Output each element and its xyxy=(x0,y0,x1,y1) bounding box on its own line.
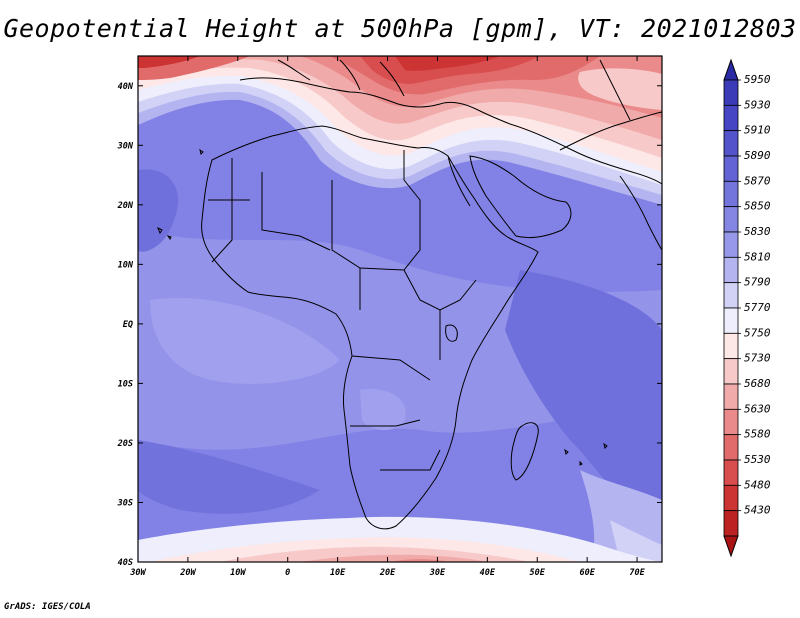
colorbar-swatch xyxy=(723,383,739,410)
colorbar-label: 5580 xyxy=(744,428,771,441)
colorbar-swatch xyxy=(723,282,739,309)
colorbar-label: 5790 xyxy=(744,276,771,289)
colorbar-label: 5810 xyxy=(744,250,771,263)
lon-label: 40E xyxy=(480,568,496,578)
colorbar-swatch xyxy=(723,180,739,208)
colorbar-label: 5770 xyxy=(744,301,771,314)
colorbar-label: 5910 xyxy=(744,124,771,137)
lon-label: 70E xyxy=(629,568,645,578)
colorbar-swatch xyxy=(723,231,739,258)
map-title: Geopotential Height at 500hPa [gpm], VT:… xyxy=(3,14,797,43)
colorbar-label: 5830 xyxy=(744,225,771,238)
lat-label: 20N xyxy=(117,201,134,211)
lat-label: 20S xyxy=(117,439,133,449)
lat-label: 10N xyxy=(118,260,134,270)
lat-label: 30S xyxy=(117,498,133,508)
lat-label: 40S xyxy=(118,558,133,568)
lon-label: 10W xyxy=(230,568,246,578)
colorbar-label: 5930 xyxy=(744,98,771,111)
colorbar-swatch xyxy=(723,459,739,486)
colorbar-label: 5430 xyxy=(744,504,771,517)
axis-ticks xyxy=(137,56,662,563)
latitude-labels: 40N 30N 20N 10N EQ 10S 20S 30S 40S xyxy=(117,82,134,568)
colorbar-swatch xyxy=(723,104,739,132)
colorbar-swatch xyxy=(723,307,739,334)
colorbar-swatch xyxy=(723,510,739,537)
contour-field xyxy=(138,56,662,562)
colorbar-label: 5530 xyxy=(744,453,771,466)
lon-label: 50E xyxy=(530,568,546,578)
colorbar-swatch xyxy=(723,206,739,233)
lon-label: 0 xyxy=(285,568,290,578)
colorbar-swatch xyxy=(723,484,739,512)
colorbar-label: 5890 xyxy=(744,149,771,162)
lat-label: 10S xyxy=(118,379,133,389)
colorbar-swatch xyxy=(723,256,739,284)
colorbar-label: 5730 xyxy=(744,352,771,365)
lat-label: EQ xyxy=(123,320,133,330)
colorbar-swatch xyxy=(723,358,739,385)
colorbar-label: 5630 xyxy=(744,402,771,415)
lon-label: 60E xyxy=(579,568,595,578)
lat-label: 30N xyxy=(117,141,134,151)
colorbar-swatch xyxy=(723,408,739,436)
lon-label: 20W xyxy=(179,568,196,578)
plot-frame xyxy=(137,55,663,563)
colorbar-swatch xyxy=(723,79,739,106)
colorbar: 5950 5930 5910 5890 5870 5850 5830 5810 5790 5770… xyxy=(723,58,771,558)
lon-label: 30W xyxy=(129,568,146,578)
colorbar-label: 5750 xyxy=(744,326,771,339)
lon-label: 20E xyxy=(379,568,396,578)
lon-label: 10E xyxy=(330,568,346,578)
colorbar-swatch xyxy=(723,434,739,461)
lon-label: 30E xyxy=(429,568,446,578)
colorbar-label: 5480 xyxy=(744,478,771,491)
colorbar-label: 5870 xyxy=(744,174,771,187)
longitude-labels: 30W 20W 10W 0 10E 20E 30E 40E 50E 60E 70E xyxy=(129,568,645,578)
colorbar-max-arrow xyxy=(723,58,739,81)
colorbar-swatch xyxy=(723,332,739,360)
colorbar-label: 5680 xyxy=(744,377,771,390)
colorbar-label: 5850 xyxy=(744,200,771,213)
grads-credit: GrADS: IGES/COLA xyxy=(4,602,91,612)
lat-label: 40N xyxy=(118,82,134,92)
colorbar-swatch xyxy=(723,155,739,182)
colorbar-label: 5950 xyxy=(744,73,771,86)
coastlines xyxy=(157,59,662,530)
colorbar-swatch xyxy=(723,130,739,157)
colorbar-min-arrow xyxy=(723,535,739,558)
